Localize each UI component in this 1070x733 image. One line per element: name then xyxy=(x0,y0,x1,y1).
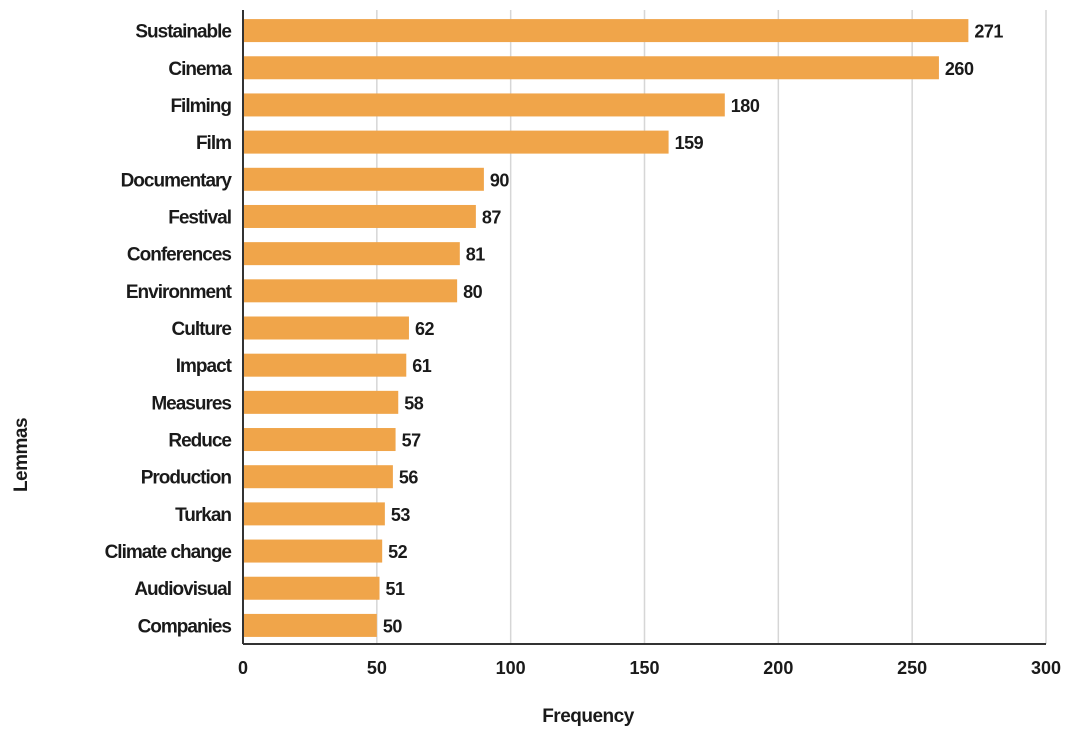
data-label: 61 xyxy=(412,356,432,376)
category-label: Production xyxy=(141,468,232,489)
data-label: 80 xyxy=(463,282,483,302)
x-tick-label: 200 xyxy=(763,658,793,678)
x-tick-label: 300 xyxy=(1031,658,1061,678)
category-label: Climate change xyxy=(105,542,232,563)
category-label: Turkan xyxy=(175,505,231,526)
category-label: Impact xyxy=(176,356,233,377)
category-label: Filming xyxy=(170,96,231,117)
x-axis-title: Frequency xyxy=(542,706,635,727)
category-label: Sustainable xyxy=(135,22,231,43)
bar xyxy=(243,390,399,414)
category-label: Festival xyxy=(168,207,231,228)
category-label: Documentary xyxy=(121,170,233,191)
bar xyxy=(243,576,380,600)
data-label: 52 xyxy=(388,542,408,562)
bar xyxy=(243,428,396,452)
category-label: Cinema xyxy=(168,59,232,80)
data-label: 51 xyxy=(386,579,406,599)
data-label: 271 xyxy=(974,22,1003,42)
category-label: Audiovisual xyxy=(134,579,231,600)
bar xyxy=(243,130,669,154)
x-tick-label: 150 xyxy=(629,658,659,678)
label-layer: Sustainable 271 Cinema 260 Filming 180 Film 159… xyxy=(105,22,1004,638)
data-label: 58 xyxy=(404,393,424,413)
bar xyxy=(243,167,484,191)
category-label: Reduce xyxy=(168,431,231,452)
data-label: 62 xyxy=(415,319,435,339)
x-tick-label: 0 xyxy=(238,658,248,678)
x-tick-label: 250 xyxy=(897,658,927,678)
bar xyxy=(243,242,460,266)
data-label: 87 xyxy=(482,207,502,227)
axis-layer: 0 50 100 150 200 250 300 xyxy=(238,10,1061,678)
bar xyxy=(243,316,409,340)
category-label: Companies xyxy=(138,616,232,637)
category-label: Conferences xyxy=(127,245,232,266)
bar xyxy=(243,279,458,303)
data-label: 57 xyxy=(402,431,422,451)
bar xyxy=(243,502,385,526)
bar xyxy=(243,19,969,43)
data-label: 50 xyxy=(383,616,403,636)
x-tick-label: 100 xyxy=(496,658,526,678)
y-axis-title: Lemmas xyxy=(11,418,32,492)
bar xyxy=(243,465,393,489)
bar-layer xyxy=(243,19,969,637)
data-label: 90 xyxy=(490,170,510,190)
category-label: Measures xyxy=(151,393,231,414)
bar xyxy=(243,56,939,80)
bar xyxy=(243,93,725,117)
bar xyxy=(243,353,407,377)
data-label: 81 xyxy=(466,245,486,265)
category-label: Culture xyxy=(172,319,232,340)
data-label: 260 xyxy=(945,59,974,79)
data-label: 180 xyxy=(731,96,760,116)
data-label: 159 xyxy=(675,133,704,153)
bar xyxy=(243,539,383,563)
category-label: Environment xyxy=(126,282,233,303)
data-label: 56 xyxy=(399,468,419,488)
data-label: 53 xyxy=(391,505,411,525)
category-label: Film xyxy=(196,133,231,154)
bar xyxy=(243,613,377,637)
bar xyxy=(243,204,476,228)
x-tick-label: 50 xyxy=(367,658,387,678)
